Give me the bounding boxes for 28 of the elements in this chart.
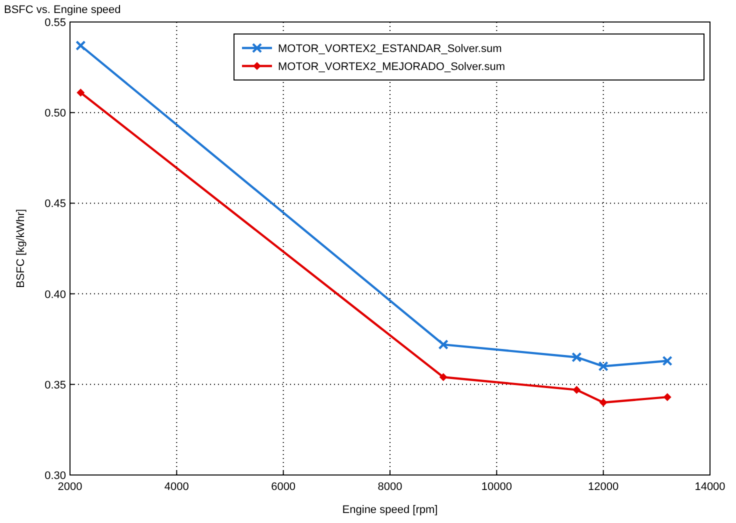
point [76, 40, 86, 51]
y-tick-label: 0.35 [44, 379, 66, 392]
point [598, 361, 608, 372]
point [663, 393, 672, 402]
x-tick-label: 8000 [378, 481, 402, 493]
point [599, 398, 608, 407]
y-tick-label: 0.40 [44, 288, 66, 301]
x-tick-label: 14000 [694, 481, 726, 493]
chart-title: BSFC vs. Engine speed [4, 4, 121, 16]
y-tick-label: 0.50 [44, 108, 66, 120]
legend-label: MOTOR_VORTEX2_ESTANDAR_Solver.sum [278, 43, 502, 55]
legend-label: MOTOR_VORTEX2_MEJORADO_Solver.sum [278, 61, 505, 73]
y-axis-title: BSFC [kg/kWhr] [15, 209, 27, 288]
point [662, 356, 672, 366]
point [438, 339, 448, 350]
point [572, 386, 581, 394]
point [439, 373, 448, 382]
point [76, 88, 85, 97]
x-tick-label: 6000 [271, 481, 296, 493]
y-tick-label: 0.30 [44, 470, 66, 482]
y-tick-label: 0.45 [44, 198, 66, 210]
y-tick-label: 0.55 [44, 17, 66, 29]
point [572, 352, 582, 362]
x-tick-label: 12000 [588, 481, 619, 493]
x-tick-label: 2000 [58, 481, 82, 493]
x-axis-title: Engine speed [rpm] [342, 504, 438, 516]
x-tick-label: 4000 [164, 481, 189, 493]
x-tick-label: 10000 [481, 481, 512, 493]
